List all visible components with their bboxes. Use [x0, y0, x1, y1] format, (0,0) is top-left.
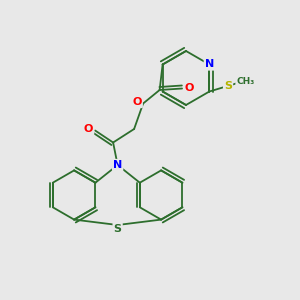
Text: S: S — [114, 224, 122, 234]
Text: N: N — [113, 160, 122, 170]
Text: CH₃: CH₃ — [236, 77, 255, 86]
Text: S: S — [224, 81, 232, 91]
Text: N: N — [205, 59, 214, 70]
Text: O: O — [84, 124, 93, 134]
Text: O: O — [184, 83, 194, 94]
Text: O: O — [132, 97, 142, 107]
